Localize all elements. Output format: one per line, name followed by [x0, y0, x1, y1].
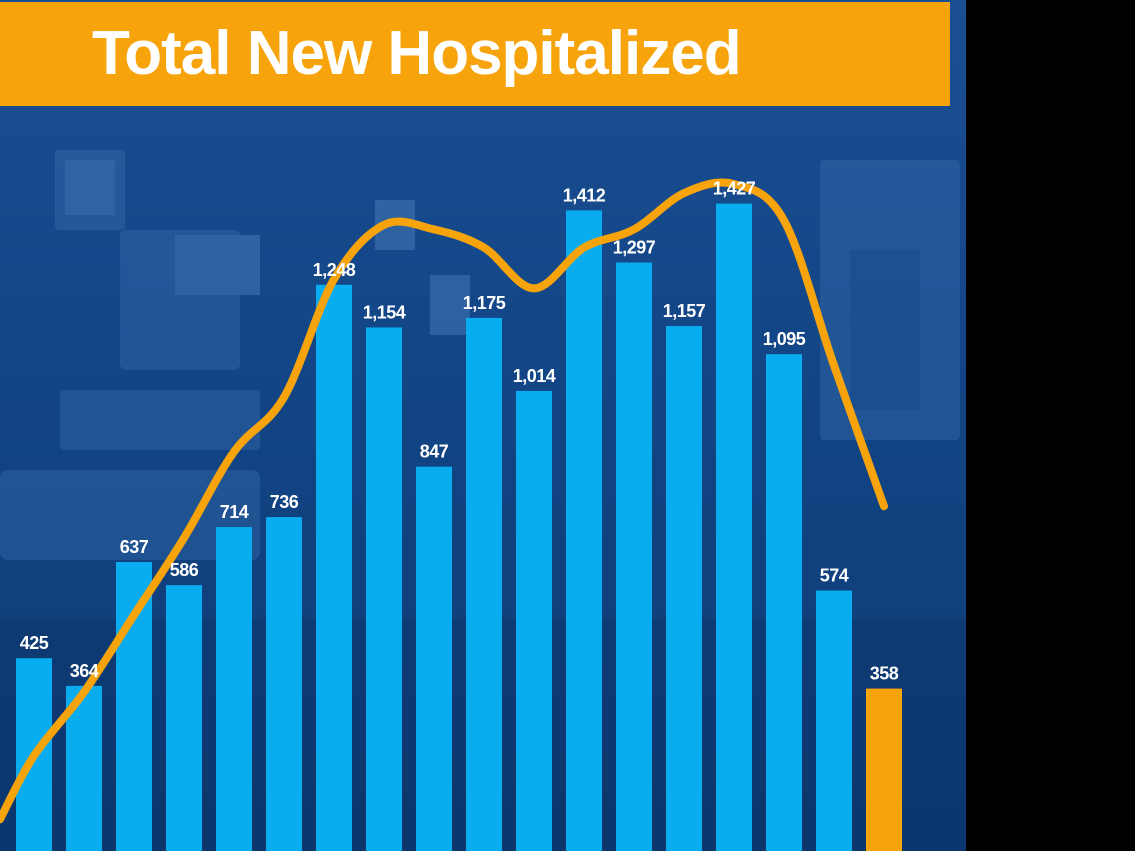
bar-10: [466, 317, 502, 851]
bar-14: [666, 326, 702, 851]
bar-17: [816, 590, 852, 851]
chart-title: Total New Hospitalized: [92, 19, 742, 88]
bar-label-13: 1,297: [613, 238, 656, 258]
bar-label-1: 425: [20, 633, 49, 653]
bar-label-2: 364: [70, 661, 99, 681]
bar-label-10: 1,175: [463, 293, 506, 313]
bar-16: [766, 354, 802, 851]
bar-label-16: 1,095: [763, 329, 806, 349]
bar-11: [516, 390, 552, 851]
bar-13: [616, 262, 652, 851]
bar-label-7: 1,248: [313, 260, 356, 280]
data-labels-group: 425 364 637 586 714 736 1,248 1,154 847 1,175 1,01…: [20, 179, 900, 684]
letterbox-right: [966, 0, 1135, 851]
trend-line: [0, 178, 888, 824]
bar-7: [316, 284, 352, 851]
bar-label-4: 586: [170, 560, 199, 580]
bar-5: [216, 527, 252, 851]
chart-panel: 425 364 637 586 714 736 1,248 1,154 847 1,175 1,01…: [0, 0, 966, 851]
bar-label-14: 1,157: [663, 301, 706, 321]
bar-label-6: 736: [270, 492, 299, 512]
title-banner: Total New Hospitalized: [0, 2, 950, 106]
bar-8: [366, 327, 402, 851]
bar-label-5: 714: [220, 502, 249, 522]
bar-chart: 425 364 637 586 714 736 1,248 1,154 847 1,175 1,01…: [0, 178, 902, 851]
bar-label-3: 637: [120, 537, 149, 557]
bar-label-11: 1,014: [513, 366, 556, 386]
bar-label-12: 1,412: [563, 185, 606, 205]
bar-3: [116, 561, 152, 851]
bar-9: [416, 466, 452, 851]
bar-12: [566, 210, 602, 851]
bar-label-8: 1,154: [363, 302, 406, 322]
bar-18: [866, 688, 902, 851]
bar-6: [266, 517, 302, 851]
bar-label-15: 1,427: [713, 179, 756, 199]
bar-label-18: 358: [870, 664, 899, 684]
bar-4: [166, 585, 202, 851]
bar-label-9: 847: [420, 442, 449, 462]
bar-label-17: 574: [820, 566, 849, 586]
bar-15: [716, 203, 752, 851]
bars-group: [16, 203, 902, 851]
